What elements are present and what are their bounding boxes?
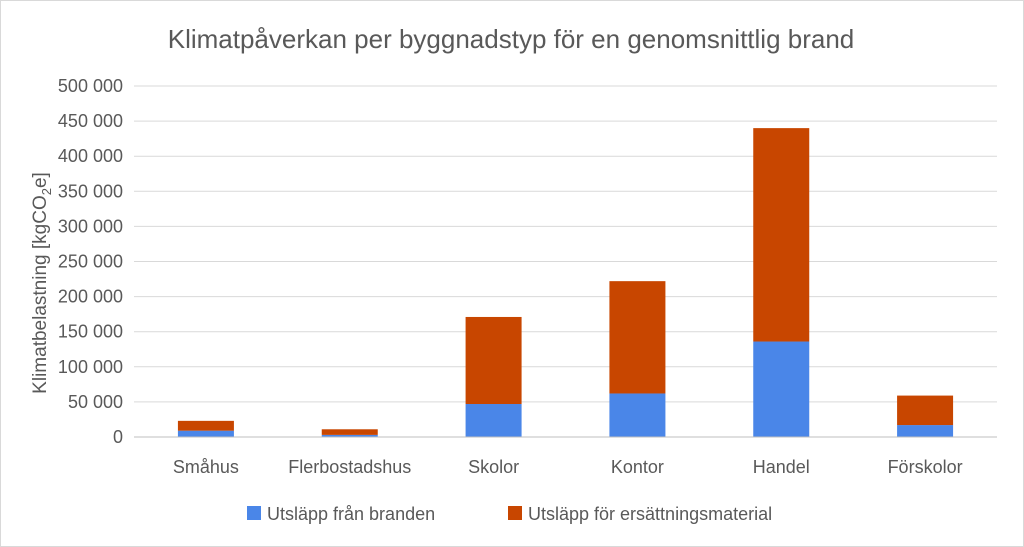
bar-segment-ersattningsmaterial [177,420,234,431]
bar-segment-branden [177,430,234,437]
y-tick-label: 100 000 [58,357,123,377]
chart-title: Klimatpåverkan per byggnadstyp för en ge… [168,24,855,54]
x-category-label: Småhus [173,457,239,477]
legend-swatch-utslapp-for-ersattningsmaterial [508,506,522,520]
bar-segment-branden [465,404,522,437]
bar-segment-branden [753,341,810,437]
y-axis-title: Klimatbelastning [kgCO2e] [30,172,54,394]
y-tick-label: 300 000 [58,216,123,236]
y-tick-label: 150 000 [58,322,123,342]
y-axis-title-subscript: 2 [39,188,54,195]
y-tick-label: 250 000 [58,252,123,272]
bar-segment-ersattningsmaterial [897,395,954,426]
bar-segment-ersattningsmaterial [321,429,378,435]
legend-swatch-utslapp-fran-branden [247,506,261,520]
bar-segment-branden [321,434,378,437]
legend: Utsläpp från branden Utsläpp för ersättn… [247,504,772,524]
x-category-label: Flerbostadshus [288,457,411,477]
x-axis-category-labels: Småhus Flerbostadshus Skolor Kontor Handel Fö… [173,457,963,477]
y-tick-label: 200 000 [58,287,123,307]
gridlines [134,85,997,403]
y-tick-label: 0 [113,427,123,447]
y-tick-label: 350 000 [58,181,123,201]
x-category-label: Förskolor [888,457,963,477]
y-axis-title-suffix: e] [30,172,51,188]
bar-segment-ersattningsmaterial [609,281,666,394]
legend-label-utslapp-for-ersattningsmaterial: Utsläpp för ersättningsmaterial [528,504,772,524]
bars [177,128,954,437]
x-category-label: Skolor [468,457,519,477]
x-category-label: Handel [753,457,810,477]
y-axis-title-main: Klimatbelastning [kgCO [30,195,51,394]
bar-segment-branden [897,425,954,437]
bar-segment-branden [609,393,666,437]
y-tick-label: 400 000 [58,146,123,166]
y-tick-label: 50 000 [68,392,123,412]
bar-segment-ersattningsmaterial [753,128,810,342]
y-axis-tick-labels: 0 50 000 100 000 150 000 200 000 250 000 300 0… [58,76,123,447]
bar-segment-ersattningsmaterial [465,316,522,405]
y-tick-label: 500 000 [58,76,123,96]
legend-label-utslapp-fran-branden: Utsläpp från branden [267,504,435,524]
y-tick-label: 450 000 [58,111,123,131]
x-category-label: Kontor [611,457,664,477]
